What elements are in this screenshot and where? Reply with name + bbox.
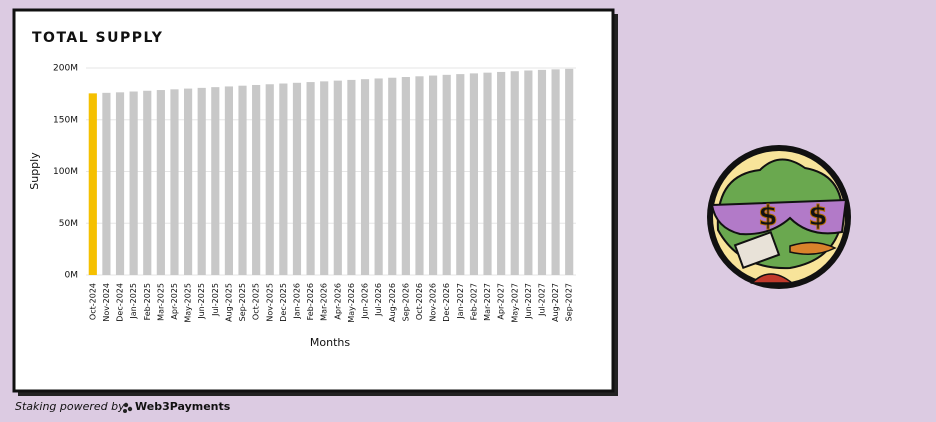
x-tick-label: Apr-2025 xyxy=(170,283,179,320)
x-tick-label: Aug-2026 xyxy=(388,283,397,322)
x-tick-label: Feb-2026 xyxy=(306,283,315,320)
y-tick-label: 0M xyxy=(65,271,79,281)
x-tick-label: Oct-2024 xyxy=(88,283,97,320)
x-tick-label: Oct-2025 xyxy=(252,283,261,320)
bar xyxy=(347,79,356,275)
bar xyxy=(129,91,138,275)
bar xyxy=(415,76,424,275)
x-tick-label: Sep-2025 xyxy=(238,283,247,321)
bar xyxy=(156,90,165,275)
bar xyxy=(524,70,533,275)
x-tick-label: May-2025 xyxy=(184,283,193,323)
x-tick-label: Oct-2026 xyxy=(415,283,424,320)
bar xyxy=(197,87,206,275)
x-tick-label: Apr-2027 xyxy=(497,283,506,320)
bar xyxy=(483,72,492,275)
svg-text:$: $ xyxy=(808,199,827,232)
y-tick-label: 100M xyxy=(53,167,78,177)
bar xyxy=(429,75,438,275)
x-tick-label: Nov-2024 xyxy=(102,283,111,322)
x-tick-label: Jun-2027 xyxy=(524,283,533,320)
x-tick-label: Jul-2026 xyxy=(374,283,383,317)
bar xyxy=(279,83,288,276)
bar xyxy=(102,92,111,275)
x-tick-label: Mar-2025 xyxy=(156,283,165,321)
footer-brand[interactable]: Web3Payments xyxy=(135,400,231,413)
x-tick-label: Sep-2027 xyxy=(565,283,574,321)
y-tick-label: 200M xyxy=(53,64,78,74)
x-tick-label: Aug-2025 xyxy=(224,283,233,322)
x-axis-label: Months xyxy=(310,336,350,349)
brand-icon xyxy=(123,402,133,413)
x-tick-label: May-2026 xyxy=(347,283,356,323)
x-tick-label: Nov-2026 xyxy=(429,283,438,322)
bar xyxy=(115,92,125,275)
footer-text: Staking powered by xyxy=(15,400,125,413)
x-tick-label: Mar-2026 xyxy=(320,283,329,321)
x-tick-label: Dec-2026 xyxy=(442,283,451,322)
x-tick-label: Apr-2026 xyxy=(333,283,342,320)
bar xyxy=(442,74,451,276)
bar xyxy=(88,93,97,275)
bar xyxy=(211,87,220,276)
x-tick-label: Feb-2027 xyxy=(469,283,478,320)
x-tick-label: Jan-2025 xyxy=(129,283,138,320)
x-tick-label: Jun-2025 xyxy=(197,283,206,320)
x-tick-label: Jul-2025 xyxy=(211,283,220,317)
x-tick-label: Aug-2027 xyxy=(551,283,560,322)
bar xyxy=(265,84,274,275)
y-tick-label: 50M xyxy=(59,219,78,229)
bar xyxy=(306,82,315,276)
x-tick-label: Jan-2026 xyxy=(292,283,301,320)
bar xyxy=(565,68,574,275)
bar xyxy=(333,80,342,275)
bar xyxy=(252,84,261,275)
x-tick-label: Dec-2025 xyxy=(279,283,288,322)
bar xyxy=(388,77,397,275)
y-tick-label: 150M xyxy=(53,115,78,125)
x-tick-label: Jul-2027 xyxy=(537,283,546,317)
y-axis-label: Supply xyxy=(28,152,41,190)
bar xyxy=(401,77,410,275)
x-tick-label: Sep-2026 xyxy=(401,283,410,321)
x-tick-label: Jan-2027 xyxy=(456,283,465,320)
bar xyxy=(374,78,383,276)
bar xyxy=(497,71,506,275)
bar xyxy=(292,82,302,275)
bar xyxy=(551,69,560,276)
bar xyxy=(184,88,193,275)
avatar: $ $ xyxy=(707,145,851,289)
x-tick-label: Dec-2024 xyxy=(116,283,125,322)
bar xyxy=(224,86,233,275)
x-tick-label: Feb-2025 xyxy=(143,283,152,320)
bar xyxy=(238,85,247,275)
bar xyxy=(170,89,179,275)
bar xyxy=(510,71,519,275)
x-tick-label: May-2027 xyxy=(510,283,519,323)
x-tick-label: Mar-2027 xyxy=(483,283,492,321)
bar xyxy=(469,73,478,276)
bar xyxy=(320,81,329,275)
bar xyxy=(360,79,370,275)
svg-text:$: $ xyxy=(758,199,777,232)
chart-title: TOTAL SUPPLY xyxy=(32,30,163,46)
x-tick-label: Jun-2026 xyxy=(361,283,370,320)
bar xyxy=(456,74,465,275)
bar xyxy=(143,90,152,276)
bar xyxy=(537,69,547,275)
x-tick-label: Nov-2025 xyxy=(265,283,274,322)
